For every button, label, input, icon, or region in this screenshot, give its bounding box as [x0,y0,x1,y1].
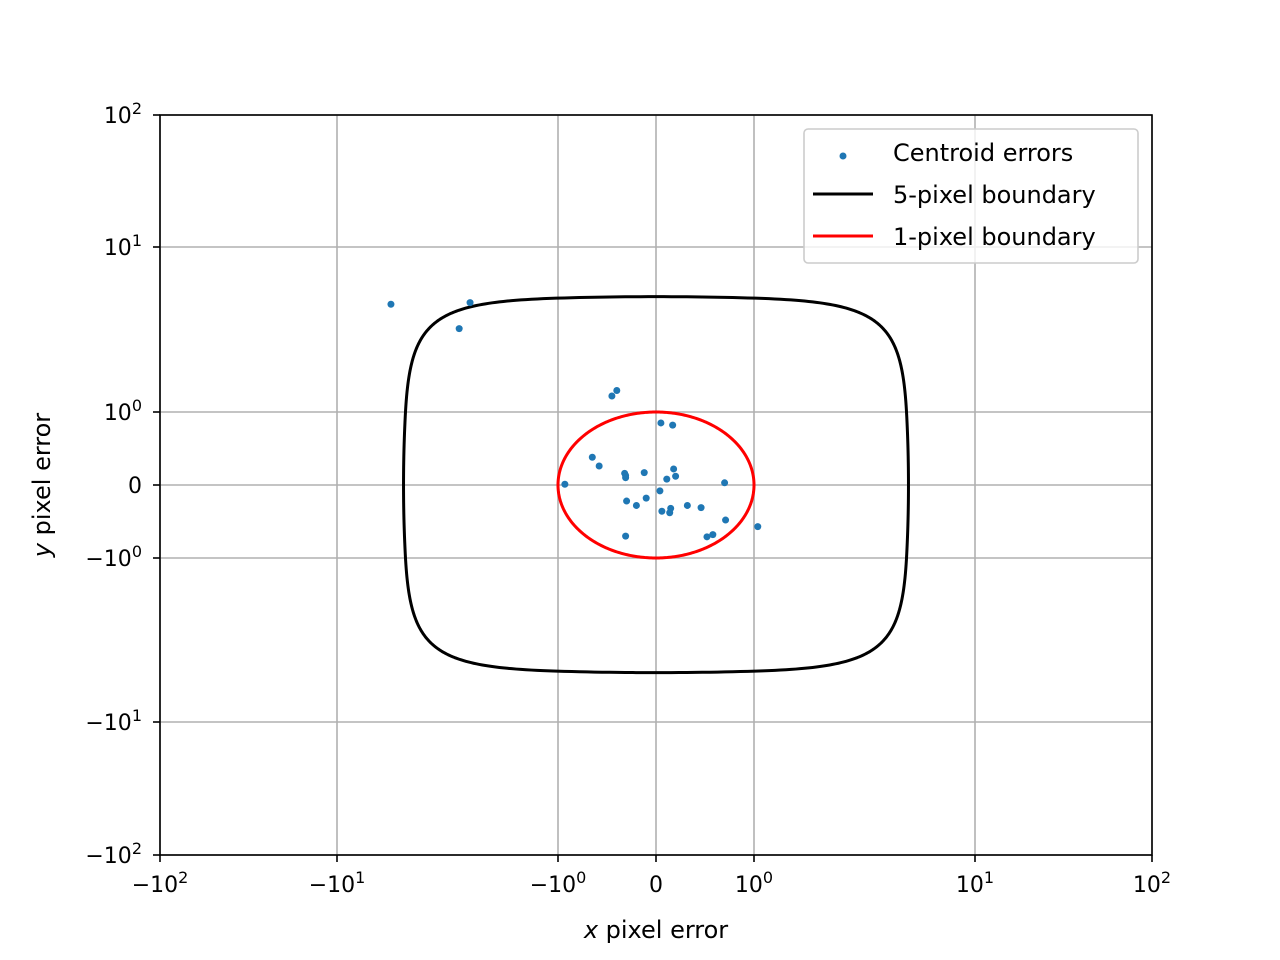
data-point [721,479,729,487]
data-point [387,300,395,308]
y-tick-label-0: 0 [128,474,142,499]
y-tick-label-1: 100 [104,396,142,426]
legend-label-centroid-errors: Centroid errors [893,139,1073,167]
legend: Centroid errors 5-pixel boundary 1-pixel… [803,128,1139,264]
data-point [455,325,463,333]
y-tick-label-100: 102 [104,99,142,129]
data-point [667,504,675,512]
data-point [632,501,640,509]
data-point [722,516,730,524]
x-tick-label-0: 0 [649,873,663,898]
data-point [561,480,569,488]
data-point [663,475,671,483]
data-point [670,465,678,473]
data-point [622,472,630,480]
legend-box [803,128,1139,264]
data-point [657,419,665,427]
ticks: −102 −101 −100 0 100 101 102 102 101 100 0 −100 −101… [85,99,1171,898]
data-point [669,421,677,429]
scatter-points [387,299,762,541]
data-point [608,392,616,400]
x-tick-label-10: 101 [956,868,994,898]
y-axis-label: y pixel error [28,413,56,558]
data-point [703,533,711,541]
boundary-1-pixel-boundary [556,410,756,560]
data-point [622,532,630,540]
x-tick-label-100: −102 [132,868,189,898]
y-tick-label-10: −101 [85,706,142,736]
data-point [658,507,666,515]
data-point [656,487,664,495]
data-point [672,472,680,480]
boundary-5-pixel-boundary [402,295,910,675]
x-axis-label: x pixel error [583,916,728,944]
x-tick-label-100: 102 [1133,868,1171,898]
data-point [613,386,621,394]
x-tick-label-10: −101 [309,868,366,898]
data-point [595,462,603,470]
y-tick-label-10: 101 [104,231,142,261]
data-point [683,501,691,509]
data-point [709,531,717,539]
y-tick-label-1: −100 [85,542,142,572]
data-point [466,299,474,307]
x-tick-label-1: 100 [735,868,773,898]
data-point [754,523,762,531]
x-tick-label-1: −100 [530,868,587,898]
data-point [697,504,705,512]
data-point [588,453,596,461]
y-tick-label-100: −102 [85,839,142,869]
data-point [642,494,650,502]
boundaries [402,295,910,675]
legend-label-5-pixel-boundary: 5-pixel boundary [893,181,1096,209]
legend-label-1-pixel-boundary: 1-pixel boundary [893,223,1096,251]
legend-marker-centroid-errors [839,152,847,160]
data-point [623,497,631,505]
data-point [640,469,648,477]
